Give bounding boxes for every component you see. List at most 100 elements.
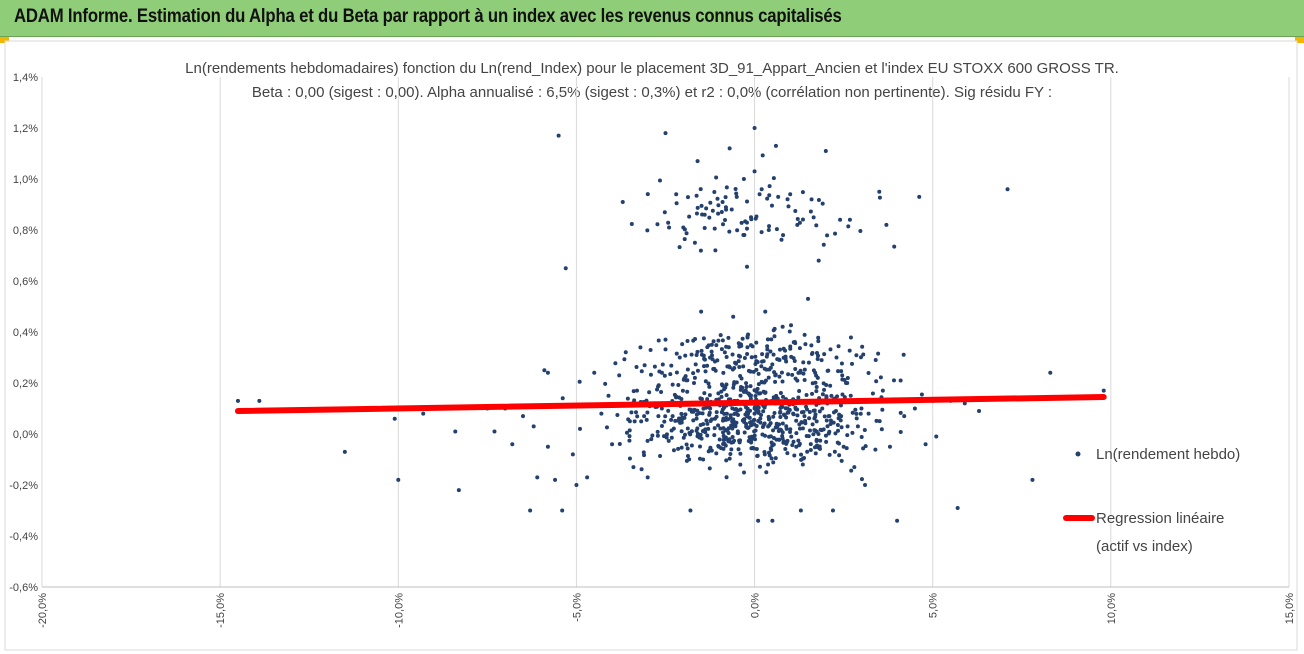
data-points: [235, 126, 1106, 523]
data-point: [839, 369, 844, 374]
data-point: [771, 460, 776, 465]
data-point: [727, 365, 732, 370]
data-point: [520, 414, 525, 419]
data-point: [817, 409, 822, 414]
data-point: [773, 456, 778, 461]
data-point: [560, 508, 565, 513]
legend: Ln(rendement hebdo) Regression linéaire (a…: [1063, 446, 1240, 555]
y-tick-label: 0,6%: [13, 276, 38, 288]
data-point: [684, 458, 689, 463]
data-point: [820, 392, 825, 397]
data-point: [777, 374, 782, 379]
data-point: [877, 419, 882, 424]
data-point: [747, 415, 752, 420]
data-point: [744, 264, 749, 269]
data-point: [811, 215, 816, 220]
data-point: [742, 470, 747, 475]
data-point: [763, 309, 768, 314]
data-point: [862, 428, 867, 433]
data-point: [545, 444, 550, 449]
data-point: [709, 448, 714, 453]
data-point: [774, 422, 779, 427]
data-point: [794, 431, 799, 436]
data-point: [859, 477, 864, 482]
data-point: [878, 375, 883, 380]
data-point: [734, 194, 739, 199]
data-point: [674, 394, 679, 399]
data-point: [819, 358, 824, 363]
data-point: [757, 192, 762, 197]
data-point: [748, 384, 753, 389]
data-point: [666, 438, 671, 443]
data-point: [645, 438, 650, 443]
data-point: [531, 424, 536, 429]
data-point: [694, 428, 699, 433]
data-point: [764, 470, 769, 475]
data-point: [731, 314, 736, 319]
data-point: [800, 217, 805, 222]
data-point: [788, 427, 793, 432]
data-point: [756, 518, 761, 523]
data-point: [662, 210, 667, 215]
data-point: [729, 207, 734, 212]
data-point: [674, 351, 679, 356]
x-tick-label: 15,0%: [1284, 593, 1296, 624]
data-point: [682, 227, 687, 232]
data-point: [456, 488, 461, 493]
data-point: [801, 410, 806, 415]
y-tick-label: -0,6%: [9, 582, 38, 594]
data-point: [866, 411, 871, 416]
data-point: [663, 131, 668, 136]
data-point: [814, 389, 819, 394]
data-point: [739, 220, 744, 225]
data-point: [736, 359, 741, 364]
data-point: [685, 338, 690, 343]
data-point: [754, 408, 759, 413]
data-point: [802, 367, 807, 372]
data-point: [629, 222, 634, 227]
data-point: [714, 175, 719, 180]
data-point: [805, 449, 810, 454]
chart-title-line-1: Ln(rendements hebdomadaires) fonction du…: [185, 60, 1119, 77]
data-point: [492, 429, 497, 434]
data-point: [766, 228, 771, 232]
data-point: [787, 407, 792, 412]
data-point: [754, 367, 759, 372]
data-point: [818, 438, 823, 443]
data-point: [771, 435, 776, 440]
data-point: [923, 442, 928, 447]
data-point: [691, 338, 696, 343]
data-point: [673, 418, 678, 423]
y-tick-label: -0,2%: [9, 480, 38, 492]
data-point: [785, 451, 790, 456]
data-point: [797, 220, 802, 225]
data-point: [766, 375, 771, 380]
data-point: [704, 405, 709, 410]
data-point: [844, 446, 849, 451]
data-point: [655, 387, 660, 392]
data-point: [792, 453, 797, 458]
data-point: [745, 345, 750, 350]
data-point: [836, 369, 841, 374]
y-tick-label: 0,0%: [13, 429, 38, 441]
data-point: [839, 458, 844, 463]
data-point: [622, 357, 627, 362]
data-point: [829, 393, 834, 398]
data-point: [652, 364, 657, 369]
data-point: [670, 382, 675, 387]
data-point: [778, 409, 783, 414]
data-point: [714, 414, 719, 419]
data-point: [839, 425, 844, 430]
data-point: [719, 394, 724, 399]
data-point: [719, 347, 724, 352]
data-point: [712, 359, 717, 364]
data-point: [707, 384, 712, 389]
data-point: [774, 227, 779, 232]
data-point: [694, 412, 699, 417]
data-point: [891, 378, 896, 383]
data-point: [695, 159, 700, 164]
data-point: [772, 370, 777, 375]
data-point: [752, 169, 757, 174]
data-point: [629, 410, 634, 415]
data-point: [660, 362, 665, 367]
